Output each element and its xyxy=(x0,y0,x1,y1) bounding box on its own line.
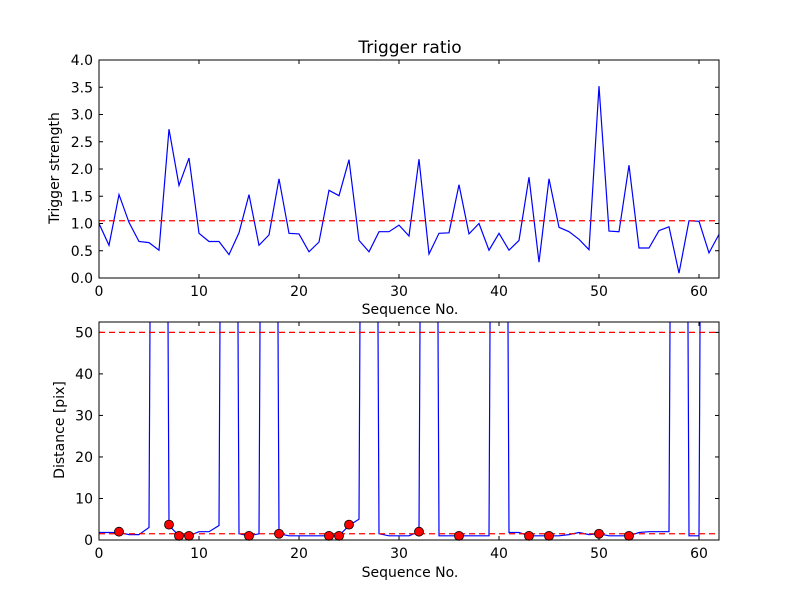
series-line xyxy=(99,86,719,274)
trigger-ratio-panel: Trigger ratio Sequence No. Trigger stren… xyxy=(47,38,720,318)
y-axis-label: Distance [pix] xyxy=(52,381,68,479)
trigger-marker xyxy=(594,528,604,539)
trigger-marker xyxy=(524,530,534,541)
x-tick-label: 0 xyxy=(95,284,104,300)
x-tick-label: 0 xyxy=(95,546,104,562)
chart-title: Trigger ratio xyxy=(357,38,461,58)
trigger-marker xyxy=(114,526,124,537)
x-tick-label: 20 xyxy=(290,546,308,562)
y-tick-label: 20 xyxy=(75,450,93,466)
trigger-marker xyxy=(414,526,424,537)
y-tick-label: 3.5 xyxy=(71,80,93,96)
y-tick-label: 4.0 xyxy=(71,53,93,69)
trigger-marker xyxy=(164,519,174,530)
x-tick-label: 60 xyxy=(690,284,708,300)
x-tick-label: 30 xyxy=(390,284,408,300)
trigger-marker xyxy=(344,519,354,530)
y-tick-label: 0 xyxy=(84,533,93,549)
trigger-marker xyxy=(324,530,334,541)
y-tick-label: 1.0 xyxy=(71,217,93,233)
x-tick-label: 60 xyxy=(690,546,708,562)
trigger-marker xyxy=(624,530,634,541)
y-tick-label: 2.5 xyxy=(71,135,93,151)
x-tick-label: 40 xyxy=(490,546,508,562)
trigger-marker xyxy=(454,530,464,541)
y-tick-label: 0.5 xyxy=(71,244,93,260)
trigger-marker xyxy=(174,530,184,541)
x-tick-label: 50 xyxy=(590,546,608,562)
x-tick-label: 50 xyxy=(590,284,608,300)
plot-frame xyxy=(98,321,720,541)
distance-panel: Sequence No. Distance [pix] 0 10 20 30 40 50 6… xyxy=(52,321,720,581)
y-tick-label: 40 xyxy=(75,367,93,383)
x-tick-label: 10 xyxy=(190,546,208,562)
x-tick-label: 30 xyxy=(390,546,408,562)
x-tick-label: 20 xyxy=(290,284,308,300)
trigger-marker xyxy=(334,530,344,541)
y-tick-label: 30 xyxy=(75,408,93,424)
trigger-marker xyxy=(274,528,284,539)
y-tick-label: 10 xyxy=(75,491,93,507)
y-axis-label: Trigger strength xyxy=(47,112,63,225)
y-tick-label: 50 xyxy=(75,325,93,341)
trigger-marker xyxy=(244,530,254,541)
x-axis-label: Sequence No. xyxy=(362,302,459,318)
y-tick-label: 2.0 xyxy=(71,162,93,178)
x-axis-label: Sequence No. xyxy=(362,565,459,581)
trigger-marker xyxy=(184,530,194,541)
y-tick-label: 1.5 xyxy=(71,189,93,205)
x-tick-label: 10 xyxy=(190,284,208,300)
y-tick-label: 3.0 xyxy=(71,108,93,124)
x-tick-label: 40 xyxy=(490,284,508,300)
trigger-marker xyxy=(544,530,554,541)
y-tick-label: 0.0 xyxy=(71,271,93,287)
series-line xyxy=(99,322,701,537)
plot-frame xyxy=(98,59,720,279)
